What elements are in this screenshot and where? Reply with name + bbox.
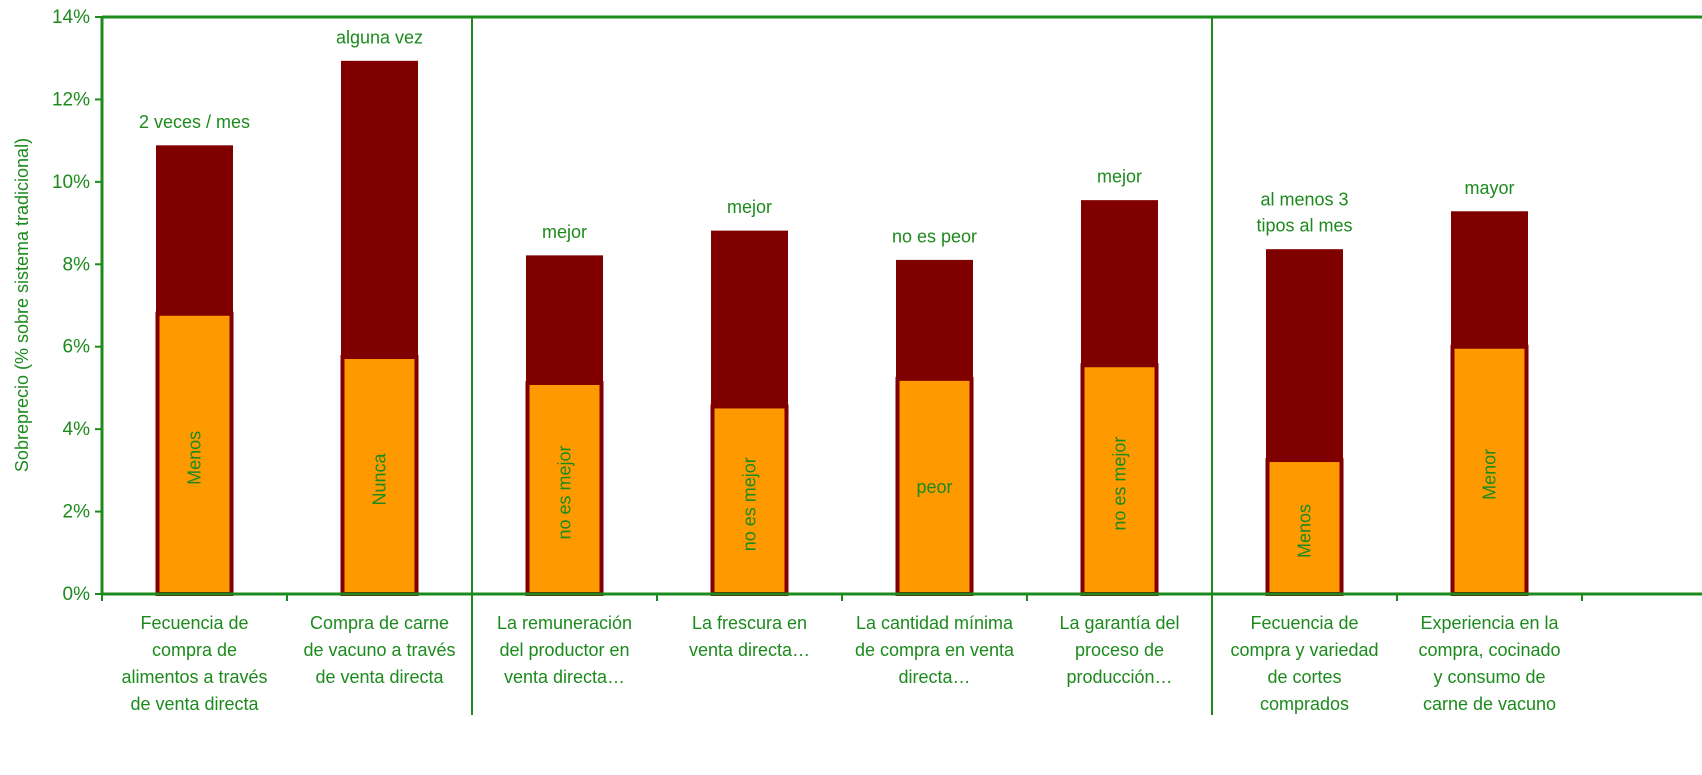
category-label-line: Experiencia en la	[1420, 613, 1559, 633]
bar-low	[1265, 458, 1344, 596]
bar-inner-label: no es mejor	[554, 445, 574, 539]
y-tick-label: 10%	[52, 172, 90, 193]
bar-top-label: mayor	[1464, 178, 1514, 198]
bar-inner-label: no es mejor	[1109, 437, 1129, 531]
category-label: La remuneración del productor en venta dir…	[497, 613, 632, 687]
bar-top-label-line: mejor	[1097, 167, 1142, 187]
category-label: La cantidad mínima de compra en venta dire…	[855, 613, 1015, 687]
category-label-line: alimentos a través	[121, 667, 267, 687]
y-tick-label: 6%	[63, 337, 91, 358]
bar-low	[525, 380, 604, 596]
category-label-line: de venta directa	[130, 694, 259, 714]
category-label-line: La frescura en	[692, 613, 807, 633]
category-label-line: Fecuencia de	[1250, 613, 1358, 633]
bar-low	[1450, 344, 1529, 597]
bar-top-label: mejor	[542, 222, 587, 242]
category-label-line: carne de vacuno	[1423, 694, 1556, 714]
bar-low	[895, 376, 974, 596]
category-label-line: La garantía del	[1059, 613, 1179, 633]
axes-group	[95, 15, 1702, 715]
category-label-line: compra, cocinado	[1418, 640, 1560, 660]
bar-inner-label: Menor	[1479, 449, 1499, 500]
category-label-line: comprados	[1260, 694, 1349, 714]
category-label-line: de cortes	[1267, 667, 1341, 687]
category-label-line: y consumo de	[1433, 667, 1545, 687]
bars-group	[155, 60, 1529, 597]
bar-low	[340, 355, 419, 596]
category-label: Fecuencia de compra de alimentos a través d…	[121, 613, 267, 714]
bar-low	[710, 404, 789, 596]
y-tick-label: 12%	[52, 89, 90, 110]
bar-top-label-line: 2 veces / mes	[139, 112, 250, 132]
category-label-line: La remuneración	[497, 613, 632, 633]
category-label: Experiencia en la compra, cocinado y consu…	[1418, 613, 1560, 714]
y-tick-label: 2%	[63, 502, 91, 523]
bar-inner-label: Menos	[1294, 504, 1314, 558]
y-axis-label: Sobreprecio (% sobre sistema tradicional…	[12, 138, 32, 472]
bar-top-label-line: mayor	[1464, 178, 1514, 198]
category-label-line: Fecuencia de	[140, 613, 248, 633]
category-label: La frescura en venta directa…	[689, 613, 810, 660]
category-label-line: venta directa…	[504, 667, 625, 687]
category-label-line: de compra en venta	[855, 640, 1015, 660]
bar-low	[1080, 363, 1159, 596]
category-label-line: compra de	[152, 640, 237, 660]
bar-inner-label: no es mejor	[739, 457, 759, 551]
category-label: Compra de carne de vacuno a través de vent…	[303, 613, 455, 687]
y-tick-label: 14%	[52, 7, 90, 28]
category-label-line: directa…	[898, 667, 970, 687]
y-tick-label: 0%	[63, 584, 91, 605]
bar-top-label: al menos 3 tipos al mes	[1256, 190, 1352, 236]
category-label: La garantía del proceso de producción…	[1059, 613, 1179, 687]
bar-inner-label: peor	[916, 477, 952, 497]
category-label-line: del productor en	[499, 640, 629, 660]
category-label-line: venta directa…	[689, 640, 810, 660]
category-label-line: Compra de carne	[310, 613, 449, 633]
bar-top-label: alguna vez	[336, 27, 423, 47]
bar-top-label-line: al menos 3	[1260, 190, 1348, 210]
y-tick-label: 8%	[63, 254, 91, 275]
bar-top-label-line: mejor	[542, 222, 587, 242]
y-tick-label: 4%	[63, 419, 91, 440]
bar-top-label-line: no es peor	[892, 226, 977, 246]
category-label-line: La cantidad mínima	[856, 613, 1014, 633]
category-label-line: de vacuno a través	[303, 640, 455, 660]
bar-top-label: mejor	[727, 197, 772, 217]
bar-inner-label: Nunca	[369, 453, 389, 506]
bar-top-label: 2 veces / mes	[139, 112, 250, 132]
category-label-line: proceso de	[1075, 640, 1164, 660]
category-label-line: de venta directa	[315, 667, 444, 687]
bar-top-label: mejor	[1097, 167, 1142, 187]
labels-group: 0% 2% 4% 6% 8% 10% 12% 14% Fecuencia de compra de…	[52, 7, 1561, 714]
bar-top-label-line: mejor	[727, 197, 772, 217]
bar-top-label-line: tipos al mes	[1256, 216, 1352, 236]
bar-top-label: no es peor	[892, 226, 977, 246]
category-label-line: producción…	[1066, 667, 1172, 687]
bar-top-label-line: alguna vez	[336, 27, 423, 47]
category-label-line: compra y variedad	[1230, 640, 1378, 660]
bar-inner-label: Menos	[184, 431, 204, 485]
category-label: Fecuencia de compra y variedad de cortes co…	[1230, 613, 1378, 714]
